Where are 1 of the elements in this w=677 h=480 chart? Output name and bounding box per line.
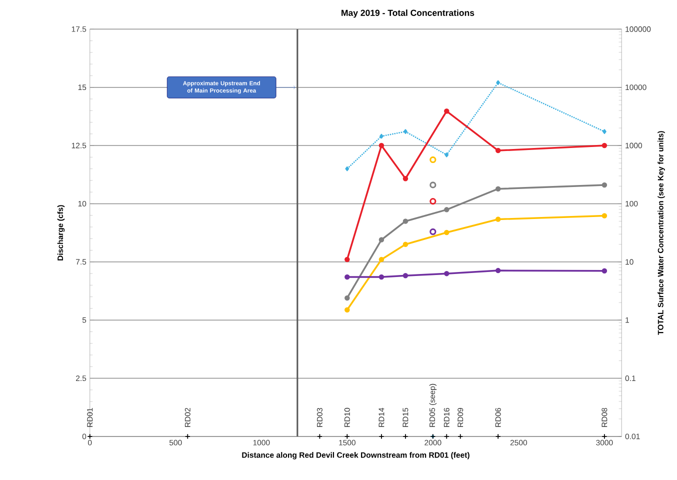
chart-title: May 2019 - Total Concentrations — [342, 9, 474, 18]
